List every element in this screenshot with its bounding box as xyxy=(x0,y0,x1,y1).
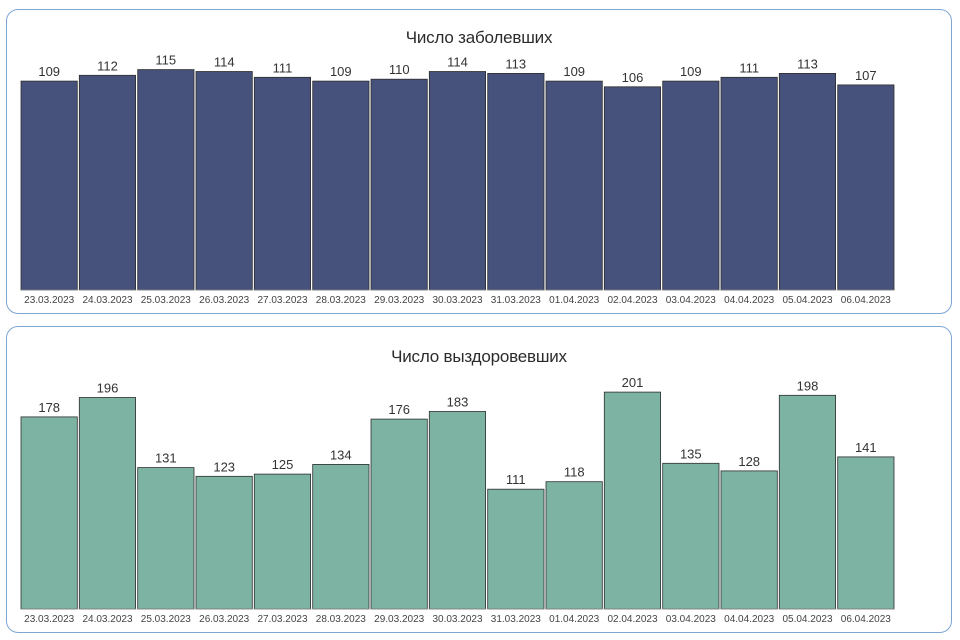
recovered-bar-12 xyxy=(662,462,720,610)
sick-bar-1 xyxy=(20,80,78,291)
sick-value-label-8: 114 xyxy=(447,55,468,70)
recovered-value-label-1: 178 xyxy=(38,400,60,415)
sick-value-label-7: 110 xyxy=(389,62,410,77)
sick-x-tick-8: 30.03.2023 xyxy=(432,295,482,306)
recovered-x-tick-11: 02.04.2023 xyxy=(607,614,657,625)
recovered-bar-4 xyxy=(195,475,253,610)
recovered-value-label-12: 135 xyxy=(680,446,702,461)
sick-value-label-12: 109 xyxy=(680,64,702,79)
recovered-bar-1 xyxy=(20,416,78,610)
recovered-value-label-6: 134 xyxy=(330,447,352,462)
recovered-x-tick-3: 25.03.2023 xyxy=(141,614,191,625)
recovered-x-tick-5: 27.03.2023 xyxy=(257,614,307,625)
sick-x-tick-10: 01.04.2023 xyxy=(549,295,599,306)
recovered-x-tick-7: 29.03.2023 xyxy=(374,614,424,625)
recovered-value-label-11: 201 xyxy=(622,375,644,390)
recovered-bar-11 xyxy=(603,391,661,610)
recovered-bar-10 xyxy=(545,481,603,610)
sick-bar-13 xyxy=(720,76,778,291)
sick-bar-6 xyxy=(312,80,370,291)
recovered-x-tick-8: 30.03.2023 xyxy=(432,614,482,625)
sick-value-label-2: 112 xyxy=(97,58,118,73)
recovered-x-tick-6: 28.03.2023 xyxy=(316,614,366,625)
recovered-x-tick-9: 31.03.2023 xyxy=(491,614,541,625)
sick-x-tick-1: 23.03.2023 xyxy=(24,295,74,306)
sick-x-tick-11: 02.04.2023 xyxy=(607,295,657,306)
sick-x-tick-4: 26.03.2023 xyxy=(199,295,249,306)
sick-value-label-14: 113 xyxy=(797,56,818,71)
recovered-x-tick-12: 03.04.2023 xyxy=(666,614,716,625)
recovered-bar-9 xyxy=(487,488,545,610)
recovered-value-label-10: 118 xyxy=(564,465,585,480)
recovered-bar-14 xyxy=(778,394,836,610)
sick-x-tick-5: 27.03.2023 xyxy=(257,295,307,306)
recovered-bar-15 xyxy=(837,456,895,610)
recovered-bar-3 xyxy=(137,467,195,610)
sick-bar-2 xyxy=(78,74,137,291)
recovered-value-label-3: 131 xyxy=(155,451,177,466)
recovered-x-tick-1: 23.03.2023 xyxy=(24,614,74,625)
chart-title-sick: Число заболевших xyxy=(405,28,553,47)
sick-bar-4 xyxy=(195,71,253,291)
sick-x-tick-13: 04.04.2023 xyxy=(724,295,774,306)
recovered-value-label-15: 141 xyxy=(855,440,877,455)
recovered-bar-7 xyxy=(370,418,428,610)
recovered-value-label-7: 176 xyxy=(388,402,410,417)
sick-x-tick-14: 05.04.2023 xyxy=(782,295,832,306)
sick-value-label-13: 111 xyxy=(739,60,759,75)
sick-value-label-11: 106 xyxy=(622,70,644,85)
recovered-value-label-9: 111 xyxy=(506,472,526,487)
recovered-bar-6 xyxy=(312,463,370,610)
recovered-value-label-4: 123 xyxy=(213,459,235,474)
recovered-x-tick-14: 05.04.2023 xyxy=(782,614,832,625)
sick-bar-7 xyxy=(370,78,428,291)
recovered-value-label-2: 196 xyxy=(97,381,119,396)
recovered-x-tick-15: 06.04.2023 xyxy=(841,614,891,625)
bar-chart-sick: 109 23.03.2023 112 24.03.2023 115 25.03.2023 1… xyxy=(20,53,895,306)
sick-x-tick-9: 31.03.2023 xyxy=(491,295,541,306)
sick-bar-8 xyxy=(428,71,486,291)
sick-bar-10 xyxy=(545,80,603,291)
sick-value-label-15: 107 xyxy=(855,68,877,83)
sick-x-tick-15: 06.04.2023 xyxy=(841,295,891,306)
recovered-value-label-8: 183 xyxy=(447,395,469,410)
sick-value-label-4: 114 xyxy=(214,55,235,70)
recovered-value-label-14: 198 xyxy=(797,378,819,393)
chart-title-recovered: Число выздоровевших xyxy=(391,347,567,366)
recovered-x-tick-2: 24.03.2023 xyxy=(82,614,132,625)
sick-value-label-10: 109 xyxy=(563,64,585,79)
sick-bar-11 xyxy=(603,86,661,291)
sick-x-tick-7: 29.03.2023 xyxy=(374,295,424,306)
recovered-bar-5 xyxy=(253,473,312,610)
sick-value-label-5: 111 xyxy=(273,60,293,75)
sick-bar-5 xyxy=(253,76,312,291)
recovered-x-tick-10: 01.04.2023 xyxy=(549,614,599,625)
recovered-bar-8 xyxy=(428,411,486,610)
sick-x-tick-12: 03.04.2023 xyxy=(666,295,716,306)
sick-x-tick-6: 28.03.2023 xyxy=(316,295,366,306)
recovered-bar-2 xyxy=(78,397,137,610)
sick-value-label-1: 109 xyxy=(38,64,60,79)
sick-value-label-3: 115 xyxy=(155,53,176,68)
sick-bar-14 xyxy=(778,73,836,291)
recovered-x-tick-13: 04.04.2023 xyxy=(724,614,774,625)
recovered-x-tick-4: 26.03.2023 xyxy=(199,614,249,625)
recovered-value-label-13: 128 xyxy=(738,454,760,469)
sick-x-tick-3: 25.03.2023 xyxy=(141,295,191,306)
sick-x-tick-2: 24.03.2023 xyxy=(82,295,132,306)
sick-bar-9 xyxy=(487,73,545,291)
sick-value-label-9: 113 xyxy=(505,56,526,71)
recovered-value-label-5: 125 xyxy=(272,457,294,472)
sick-bar-15 xyxy=(837,84,895,291)
recovered-bar-13 xyxy=(720,470,778,610)
sick-value-label-6: 109 xyxy=(330,64,352,79)
sick-bar-12 xyxy=(662,80,720,291)
